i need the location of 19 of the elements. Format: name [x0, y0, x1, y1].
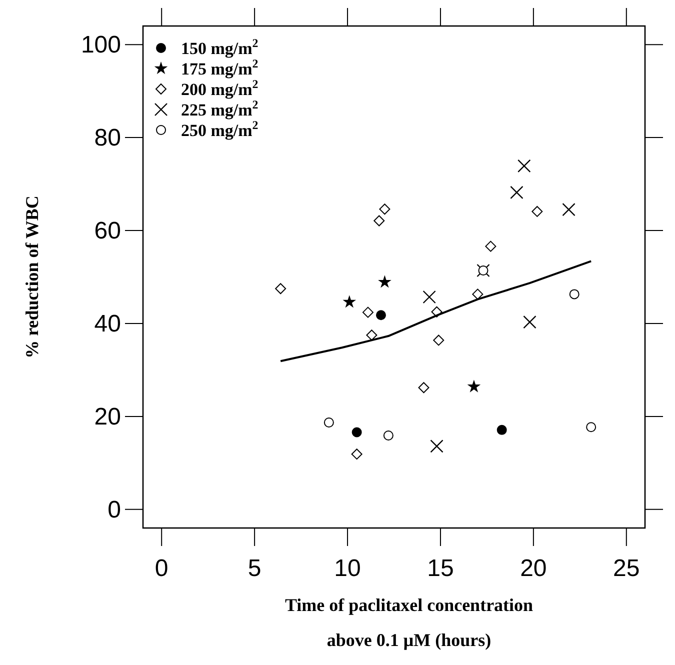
y-tick-label: 60	[94, 218, 121, 245]
legend-label: 250 mg/m$^{2}$	[181, 118, 258, 140]
legend-label: 150 mg/m$^{2}$	[181, 36, 258, 58]
legend-label: 225 mg/m$^{2}$	[181, 98, 258, 120]
y-axis-title: % reduction of WBC	[22, 196, 42, 358]
x-tick-label: 25	[613, 555, 640, 582]
x-tick-label: 5	[248, 555, 262, 582]
y-tick-label: 100	[80, 32, 121, 59]
legend-label: 175 mg/m$^{2}$	[181, 56, 258, 78]
x-axis-title: Time of paclitaxel concentration above 0.1 μM (hours)	[284, 595, 534, 650]
y-tick-label: 40	[94, 310, 121, 338]
x-tick-label: 15	[427, 555, 454, 582]
y-tick-label: 0	[108, 496, 121, 524]
x-tick-label: 0	[154, 555, 168, 582]
y-tick-label: 80	[94, 124, 121, 152]
legend-label: 200 mg/m$^{2}$	[181, 77, 258, 99]
y-tick-label: 20	[94, 403, 121, 430]
x-tick-label: 20	[520, 555, 547, 582]
x-tick-label: 10	[334, 555, 361, 582]
